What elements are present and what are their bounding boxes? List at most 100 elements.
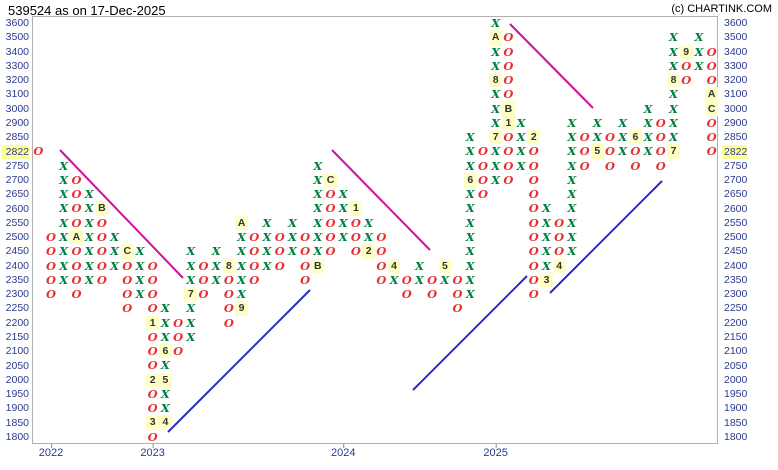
pnf-x-box: X [364,215,374,230]
price-label-2650: 2650 [5,188,29,201]
pnf-o-box: O [46,272,57,287]
price-label-2400: 2400 [724,259,748,272]
price-label-2900: 2900 [5,117,29,129]
pnf-o-box: O [350,230,361,244]
pnf-o-box: O [477,172,488,187]
pnf-month-marker: 9 [235,301,248,316]
pnf-x-box: X [516,158,526,173]
pnf-x-box: X [211,258,221,273]
pnf-o-box: O [655,130,666,145]
pnf-x-box: X [84,272,94,287]
pnf-o-box: O [223,272,234,287]
pnf-month-marker: B [95,201,109,216]
pnf-x-box: X [186,272,196,287]
pnf-o-box: O [71,258,82,273]
pnf-x-box: X [592,115,602,130]
price-label-2850: 2850 [5,131,29,144]
price-label-2100: 2100 [5,345,29,358]
pnf-x-box: X [491,158,501,173]
pnf-x-box: X [110,258,120,273]
pnf-x-box: X [59,258,69,273]
pnf-o-box: O [249,258,260,273]
pnf-x-box: X [59,172,69,187]
pnf-o-box: O [122,272,133,287]
pnf-o-box: O [96,258,107,273]
pnf-x-box: X [338,187,348,202]
pnf-o-box: O [655,144,666,159]
pnf-month-marker: 3 [540,272,553,288]
pnf-x-box: X [567,158,577,173]
price-label-2550: 2550 [5,216,29,229]
pnf-o-box: O [147,429,158,444]
pnf-o-box: O [376,272,387,287]
pnf-o-box: O [198,272,209,287]
pnf-x-box: X [567,244,577,259]
price-label-3400: 3400 [724,45,748,58]
price-label-3400: 3400 [5,45,29,58]
pnf-x-box: X [313,230,323,244]
pnf-o-box: O [122,301,133,316]
pnf-o-box: O [706,115,717,130]
pnf-x-box: X [84,215,94,230]
pnf-month-marker: 1 [146,315,160,330]
pnf-o-box: O [401,272,412,287]
pnf-x-box: X [338,230,348,244]
pnf-month-marker: 4 [159,415,172,430]
pnf-month-marker: 5 [159,372,172,387]
pnf-x-box: X [567,115,577,130]
pnf-o-box: O [274,244,285,259]
pnf-month-marker: B [311,258,325,273]
pnf-x-box: X [465,158,475,173]
price-label-2350: 2350 [5,273,29,286]
pnf-x-box: X [186,329,196,344]
price-label-2822: 2822 [722,144,748,159]
pnf-x-box: X [262,244,272,259]
pnf-month-marker: C [705,101,718,116]
pnf-x-box: X [491,144,501,159]
pnf-x-box: X [465,201,475,216]
pnf-x-box: X [491,58,501,73]
pnf-x-box: X [211,244,221,259]
pnf-o-box: O [249,244,260,259]
price-label-1800: 1800 [5,430,29,443]
pnf-o-box: O [655,115,666,130]
pnf-month-marker: 1 [502,115,515,131]
pnf-x-box: X [237,287,247,302]
pnf-x-box: X [542,244,551,259]
pnf-x-box: X [491,44,501,59]
price-label-1950: 1950 [724,388,748,401]
year-label-2025: 2025 [483,447,508,459]
pnf-x-box: X [287,230,297,244]
pnf-o-box: O [452,287,463,302]
pnf-x-box: X [542,215,551,230]
pnf-x-box: X [643,101,653,116]
pnf-x-box: X [262,230,272,244]
pnf-x-box: X [59,244,69,259]
pnf-month-marker: 9 [679,44,693,59]
price-label-2050: 2050 [5,359,29,372]
pnf-x-box: X [237,272,247,287]
pnf-month-marker: C [324,172,337,188]
pnf-x-box: X [567,172,577,187]
pnf-o-box: O [401,287,412,302]
pnf-o-box: O [528,172,539,187]
pnf-o-box: O [71,201,82,216]
pnf-x-box: X [160,358,170,373]
pnf-x-box: X [491,101,501,116]
pnf-o-box: O [96,230,107,244]
price-label-2400: 2400 [5,259,29,272]
pnf-x-box: X [542,230,551,244]
pnf-month-marker: B [502,101,515,116]
price-label-3200: 3200 [724,74,748,87]
pnf-x-box: X [567,215,577,230]
price-label-2822: 2822 [1,144,29,159]
pnf-x-box: X [262,258,272,273]
price-label-2650: 2650 [724,188,748,201]
pnf-month-marker: 8 [222,258,236,273]
pnf-x-box: X [618,130,628,145]
price-label-2700: 2700 [5,174,29,187]
pnf-o-box: O [223,315,234,330]
pnf-o-box: O [503,44,514,59]
pnf-o-box: O [579,158,590,173]
